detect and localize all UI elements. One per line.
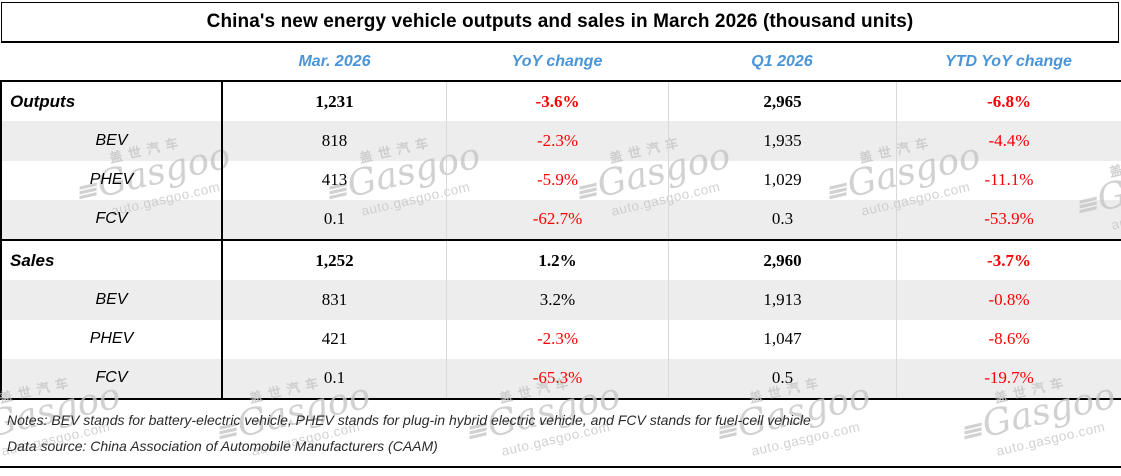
table-row-outputs-phev: PHEV 413 -5.9% 1,029 -11.1% (2, 160, 1121, 200)
column-header-row: Mar. 2026 YoY change Q1 2026 YTD YoY cha… (0, 43, 1121, 80)
sales-ytd-value: -3.7% (896, 241, 1121, 281)
sales-phev-q1-value: 1,047 (668, 319, 896, 359)
outputs-bev-mar-value: 818 (321, 130, 348, 150)
sales-bev-yoy-value: 3.2% (446, 280, 668, 320)
sales-fcv-q1-value: 0.5 (668, 358, 896, 398)
table-row-sales-fcv: FCV 0.1 -65.3% 0.5 -19.7% (2, 358, 1121, 398)
row-label-phev: PHEV (2, 160, 223, 200)
outputs-bev-yoy-value: -2.3% (446, 121, 668, 161)
sales-bev-q1-value: 1,913 (668, 280, 896, 320)
outputs-phev-ytd-value: -11.1% (896, 160, 1121, 200)
outputs-fcv-yoy-value: -62.7% (446, 199, 668, 239)
sales-phev-ytd-value: -8.6% (896, 319, 1121, 359)
row-label-fcv: FCV (2, 199, 223, 239)
table-row-sales-bev: BEV 831 3.2% 1,913 -0.8% (2, 280, 1121, 320)
table-row-sales-phev: PHEV 421 -2.3% 1,047 -8.6% (2, 319, 1121, 359)
row-label-bev: BEV (2, 121, 223, 161)
column-header-q1-2026: Q1 2026 (751, 52, 813, 70)
outputs-fcv-ytd-value: -53.9% (896, 199, 1121, 239)
column-header-yoy-change: YoY change (511, 52, 603, 70)
sales-fcv-mar-value: 0.1 (323, 368, 346, 388)
outputs-phev-q1-value: 1,029 (668, 160, 896, 200)
sales-section: Sales 1,252 1.2% 2,960 -3.7% BEV 831 3.2… (2, 239, 1121, 398)
outputs-fcv-q1-value: 0.3 (668, 199, 896, 239)
outputs-section: Outputs 1,231 -3.6% 2,965 -6.8% BEV 818 … (2, 82, 1121, 239)
page-title: China's new energy vehicle outputs and s… (206, 11, 914, 32)
outputs-bev-ytd-value: -4.4% (896, 121, 1121, 161)
sales-yoy-value: 1.2% (446, 241, 668, 281)
outputs-q1-value: 2,965 (668, 82, 896, 122)
table-row-sales: Sales 1,252 1.2% 2,960 -3.7% (2, 241, 1121, 281)
sales-mar-value: 1,252 (315, 250, 354, 270)
title-box: China's new energy vehicle outputs and s… (1, 2, 1119, 43)
row-label-outputs: Outputs (2, 82, 223, 122)
table-body: Outputs 1,231 -3.6% 2,965 -6.8% BEV 818 … (0, 80, 1121, 400)
outputs-bev-q1-value: 1,935 (668, 121, 896, 161)
table-row-outputs: Outputs 1,231 -3.6% 2,965 -6.8% (2, 82, 1121, 122)
row-label-bev: BEV (2, 280, 223, 320)
column-header-ytd-yoy-change: YTD YoY change (945, 52, 1072, 70)
sales-bev-mar-value: 831 (321, 289, 348, 309)
outputs-mar-value: 1,231 (315, 91, 354, 111)
sales-phev-mar-value: 421 (321, 329, 348, 349)
sales-fcv-ytd-value: -19.7% (896, 358, 1121, 398)
row-label-fcv: FCV (2, 358, 223, 398)
data-source-text: Data source: China Association of Automo… (7, 438, 438, 454)
row-label-sales: Sales (2, 241, 223, 281)
footnotes: Notes: BEV stands for battery-electric v… (0, 400, 1121, 468)
sales-bev-ytd-value: -0.8% (896, 280, 1121, 320)
column-header-empty (0, 43, 223, 80)
outputs-fcv-mar-value: 0.1 (323, 209, 346, 229)
notes-text: Notes: BEV stands for battery-electric v… (7, 412, 811, 428)
outputs-yoy-value: -3.6% (446, 82, 668, 122)
sales-q1-value: 2,960 (668, 241, 896, 281)
outputs-phev-yoy-value: -5.9% (446, 160, 668, 200)
table-row-outputs-bev: BEV 818 -2.3% 1,935 -4.4% (2, 121, 1121, 161)
table-row-outputs-fcv: FCV 0.1 -62.7% 0.3 -53.9% (2, 199, 1121, 239)
sales-fcv-yoy-value: -65.3% (446, 358, 668, 398)
row-label-phev: PHEV (2, 319, 223, 359)
outputs-ytd-value: -6.8% (896, 82, 1121, 122)
outputs-phev-mar-value: 413 (321, 170, 348, 190)
sales-phev-yoy-value: -2.3% (446, 319, 668, 359)
column-header-mar-2026: Mar. 2026 (298, 52, 371, 70)
